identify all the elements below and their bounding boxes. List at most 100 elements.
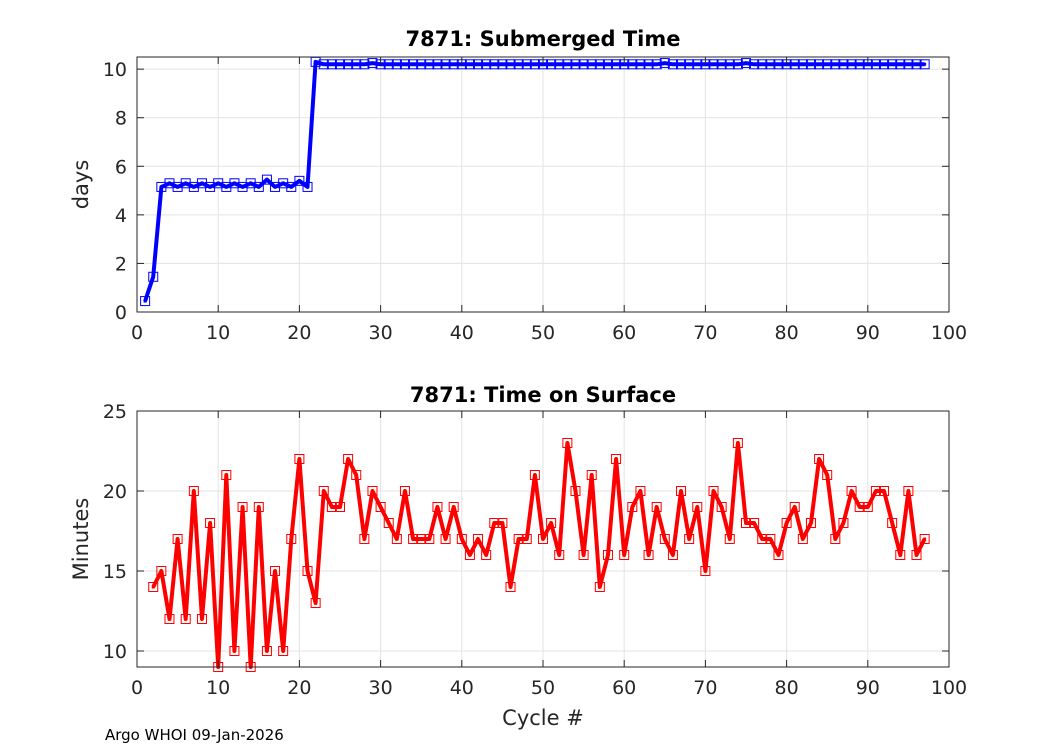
data-point-dot	[923, 62, 927, 66]
data-point-marker	[586, 59, 597, 70]
data-point-marker	[635, 486, 646, 496]
data-point-marker	[830, 534, 841, 544]
data-point-dot	[330, 62, 334, 66]
data-point-marker	[326, 59, 337, 70]
x-tick-label: 10	[206, 677, 230, 699]
x-tick-label: 20	[287, 677, 311, 699]
data-point-dot	[549, 62, 553, 66]
data-point-dot	[801, 62, 805, 66]
data-point-marker	[521, 59, 532, 70]
data-point-dot	[159, 185, 163, 189]
data-point-dot	[362, 62, 366, 66]
data-point-marker	[919, 534, 930, 544]
chart-title: 7871: Time on Surface	[410, 383, 676, 407]
y-tick-label: 4	[115, 205, 127, 227]
data-point-dot	[419, 537, 423, 541]
data-point-marker	[651, 59, 662, 70]
data-point-marker	[278, 178, 289, 189]
data-point-dot	[549, 521, 553, 525]
y-tick-label: 25	[103, 401, 127, 423]
data-point-dot	[322, 62, 326, 66]
data-point-dot	[866, 505, 870, 509]
data-point-marker	[456, 534, 467, 544]
x-tick-label: 0	[131, 677, 143, 699]
data-point-marker	[343, 59, 354, 70]
data-point-marker	[862, 502, 873, 512]
data-point-dot	[801, 537, 805, 541]
data-point-dot	[720, 62, 724, 66]
data-point-dot	[898, 62, 902, 66]
data-point-dot	[890, 62, 894, 66]
data-point-dot	[638, 489, 642, 493]
data-point-dot	[638, 62, 642, 66]
data-point-marker	[651, 502, 662, 512]
data-point-marker	[399, 486, 410, 496]
data-point-dot	[833, 62, 837, 66]
data-point-marker	[513, 59, 524, 70]
data-point-dot	[289, 185, 293, 189]
data-point-dot	[346, 62, 350, 66]
data-point-dot	[265, 178, 269, 182]
data-point-marker	[188, 181, 199, 192]
data-point-marker	[870, 486, 881, 496]
data-point-dot	[841, 62, 845, 66]
data-point-marker	[684, 59, 695, 70]
data-point-dot	[687, 62, 691, 66]
data-point-dot	[923, 537, 927, 541]
data-point-marker	[302, 181, 313, 192]
data-point-marker	[359, 59, 370, 70]
data-point-dot	[915, 553, 919, 557]
data-point-marker	[229, 178, 240, 189]
data-point-marker	[529, 59, 540, 70]
data-point-dot	[720, 505, 724, 509]
y-tick-label: 10	[103, 641, 127, 663]
data-point-dot	[314, 60, 318, 64]
data-point-marker	[546, 518, 557, 528]
data-point-marker	[286, 181, 297, 192]
data-point-dot	[752, 521, 756, 525]
data-point-dot	[192, 185, 196, 189]
data-point-dot	[557, 553, 561, 557]
data-point-marker	[351, 59, 362, 70]
data-point-dot	[630, 62, 634, 66]
data-point-marker	[164, 614, 175, 624]
data-point-marker	[497, 59, 508, 70]
data-point-marker	[797, 59, 808, 70]
data-point-dot	[241, 505, 245, 509]
data-point-marker	[732, 438, 743, 448]
data-point-dot	[151, 275, 155, 279]
data-point-marker	[586, 470, 597, 480]
data-point-dot	[565, 62, 569, 66]
data-point-dot	[590, 62, 594, 66]
data-point-marker	[838, 518, 849, 528]
data-point-marker	[911, 59, 922, 70]
x-tick-label: 80	[775, 322, 799, 344]
data-point-dot	[890, 521, 894, 525]
x-tick-label: 90	[856, 322, 880, 344]
data-point-dot	[785, 62, 789, 66]
data-point-dot	[598, 585, 602, 589]
data-point-marker	[846, 59, 857, 70]
data-point-marker	[887, 59, 898, 70]
data-point-dot	[557, 62, 561, 66]
data-point-marker	[659, 58, 670, 69]
data-point-marker	[432, 59, 443, 70]
data-point-marker	[814, 454, 825, 464]
data-point-marker	[261, 646, 272, 656]
data-point-dot	[841, 521, 845, 525]
data-point-marker	[562, 438, 573, 448]
data-point-dot	[736, 62, 740, 66]
data-point-dot	[663, 61, 667, 65]
data-point-marker	[473, 534, 484, 544]
data-point-marker	[424, 534, 435, 544]
data-point-dot	[200, 181, 204, 185]
data-point-marker	[464, 59, 475, 70]
y-axis-label: Minutes	[69, 498, 93, 581]
data-point-dot	[793, 62, 797, 66]
data-point-marker	[887, 518, 898, 528]
data-point-marker	[489, 518, 500, 528]
data-point-marker	[684, 534, 695, 544]
data-point-marker	[140, 296, 151, 307]
data-point-dot	[630, 505, 634, 509]
